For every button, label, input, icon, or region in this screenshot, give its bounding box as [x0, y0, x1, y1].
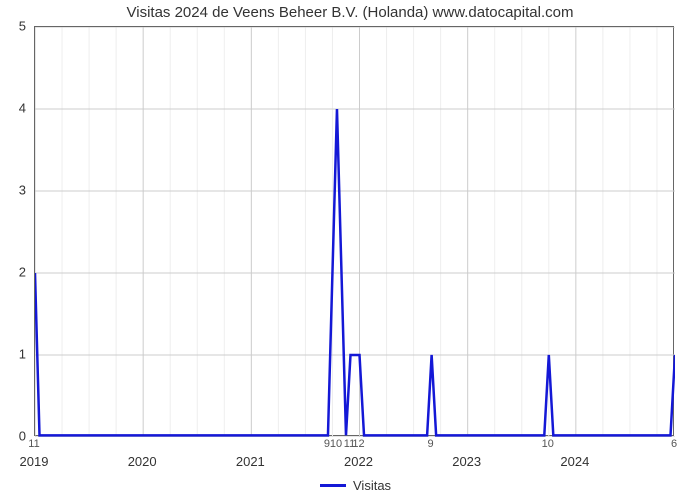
- x-month-label: 12: [352, 438, 364, 450]
- chart-svg: [35, 27, 675, 437]
- chart-title: Visitas 2024 de Veens Beheer B.V. (Holan…: [0, 4, 700, 21]
- x-month-label: 10: [542, 438, 554, 450]
- y-tick-label: 4: [0, 101, 26, 116]
- x-month-label: 11: [28, 438, 39, 450]
- x-month-label: 10: [330, 438, 342, 450]
- legend: Visitas: [320, 478, 391, 493]
- y-tick-label: 1: [0, 347, 26, 362]
- x-year-label: 2024: [560, 454, 589, 469]
- x-year-label: 2019: [20, 454, 49, 469]
- x-year-label: 2020: [128, 454, 157, 469]
- x-year-label: 2021: [236, 454, 265, 469]
- y-tick-label: 0: [0, 429, 26, 444]
- x-month-label: 6: [671, 438, 677, 450]
- y-tick-label: 3: [0, 183, 26, 198]
- y-tick-label: 5: [0, 19, 26, 34]
- x-year-label: 2023: [452, 454, 481, 469]
- y-tick-label: 2: [0, 265, 26, 280]
- x-year-label: 2022: [344, 454, 373, 469]
- x-month-label: 9: [428, 438, 434, 450]
- legend-label: Visitas: [353, 478, 391, 493]
- plot-area: [34, 26, 674, 436]
- legend-swatch: [320, 484, 346, 487]
